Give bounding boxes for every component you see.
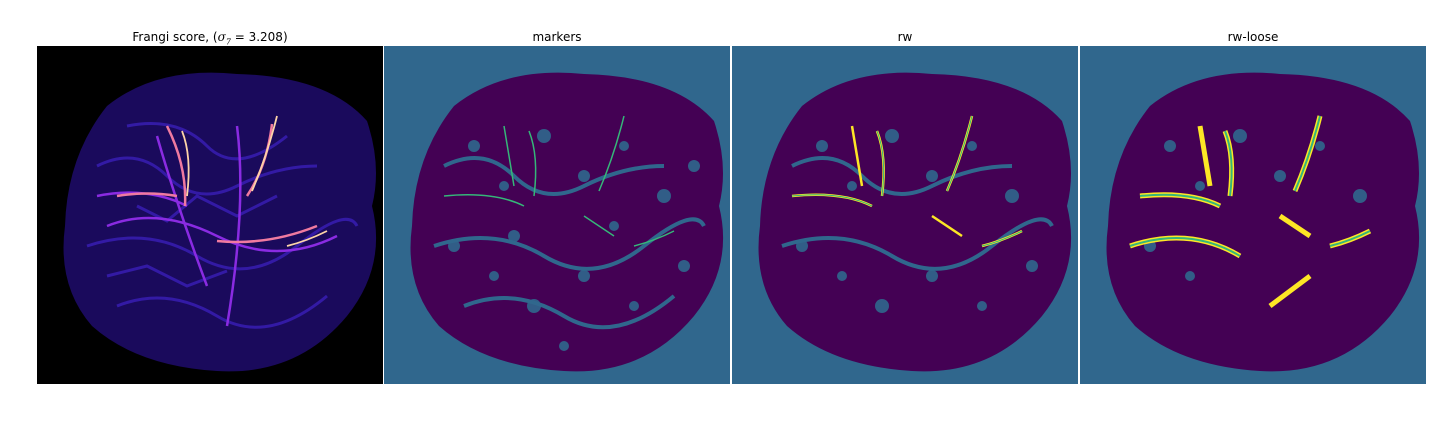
frangi-image xyxy=(37,46,383,384)
markers-image xyxy=(384,46,730,384)
title-text: Frangi score, ( xyxy=(132,30,218,44)
rw-loose-image xyxy=(1080,46,1426,384)
title-subscript: 7 xyxy=(225,37,231,47)
image-panel-frangi xyxy=(37,46,383,384)
panel-title-rw-loose: rw-loose xyxy=(1227,30,1279,44)
panel-title-rw: rw xyxy=(897,30,913,44)
image-panel-rw xyxy=(732,46,1078,384)
panel-title-frangi: Frangi score, (σ7 = 3.208) xyxy=(37,29,383,50)
title-value: = 3.208) xyxy=(230,30,288,44)
image-panel-rw-loose xyxy=(1080,46,1426,384)
rw-image xyxy=(732,46,1078,384)
image-panel-markers xyxy=(384,46,730,384)
panel-title-markers: markers xyxy=(532,30,582,44)
title-sigma: σ xyxy=(217,30,226,44)
